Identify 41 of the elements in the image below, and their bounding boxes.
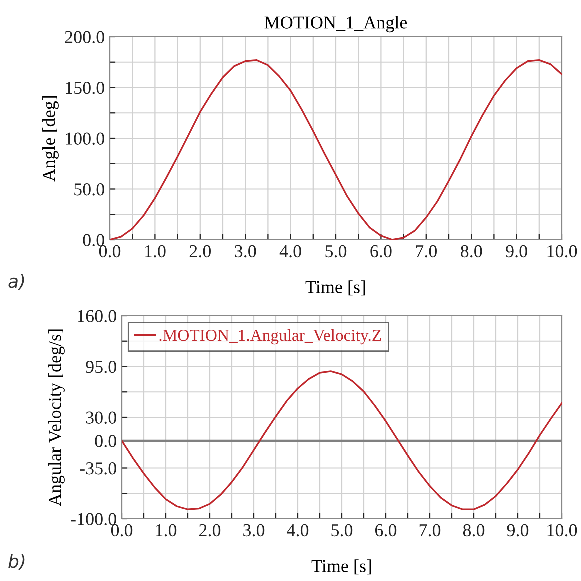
x-tick-label: 7.0 <box>416 245 437 258</box>
y-axis-title: Angle [deg] <box>42 96 59 182</box>
y-tick-label: 100.0 <box>66 132 104 146</box>
x-axis-title: Time [s] <box>312 560 372 575</box>
x-tick-label: 8.0 <box>463 524 485 537</box>
x-tick-label: 6.0 <box>370 245 392 258</box>
x-tick-label: 2.0 <box>190 245 211 258</box>
y-axis-title: Angular Velocity [deg/s] <box>48 330 65 506</box>
y-tick-label: 50.0 <box>74 184 104 196</box>
y-tick-label: 160.0 <box>78 310 116 323</box>
x-tick-label: 3.0 <box>235 245 256 258</box>
chart-title: MOTION_1_Angle <box>264 16 408 33</box>
y-tick-label: 200.0 <box>65 31 104 44</box>
x-tick-label: 1.0 <box>146 245 166 258</box>
x-tick-label: 7.0 <box>420 524 441 537</box>
x-tick-label: 8.0 <box>461 245 482 258</box>
x-tick-label: 10.0 <box>548 524 578 537</box>
x-tick-label: 9.0 <box>507 524 529 537</box>
y-tick-label: -35.0 <box>80 462 116 475</box>
x-tick-label: 6.0 <box>375 524 397 537</box>
y-tick-label: 0.0 <box>95 435 116 448</box>
x-tick-label: 9.0 <box>506 245 528 258</box>
legend-label: .MOTION_1.Angular_Velocity.Z <box>160 329 382 345</box>
text: a) <box>8 274 24 290</box>
line-series <box>122 370 562 510</box>
y-tick-label: -100.0 <box>71 513 116 526</box>
text: b) <box>8 554 25 570</box>
x-tick-label: 2.0 <box>200 524 221 537</box>
x-tick-label: 0.0 <box>111 524 133 537</box>
x-tick-label: 4.0 <box>287 524 309 537</box>
x-tick-label: 10.0 <box>548 245 578 258</box>
x-tick-label: 5.0 <box>332 524 353 537</box>
y-tick-label: 0.0 <box>83 234 104 247</box>
y-tick-label: 95.0 <box>86 361 116 374</box>
x-axis-title: Time [s] <box>306 280 366 296</box>
x-tick-label: 5.0 <box>326 245 347 258</box>
y-tick-label: 30.0 <box>86 412 116 424</box>
x-tick-label: 3.0 <box>244 524 265 537</box>
y-tick-label: 150.0 <box>66 82 104 94</box>
x-tick-label: 4.0 <box>280 245 302 258</box>
x-tick-label: 1.0 <box>156 524 177 537</box>
